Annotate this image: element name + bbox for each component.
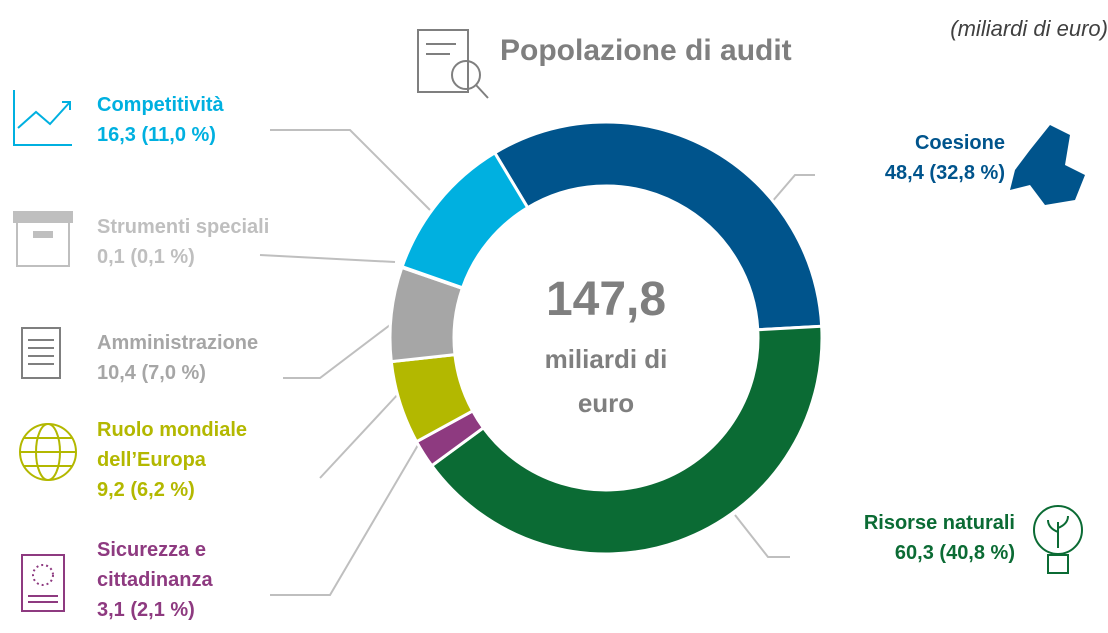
icon-passport	[21, 554, 65, 612]
leader-line	[283, 324, 391, 379]
category-name: Amministrazione	[97, 332, 259, 354]
leader-line	[319, 391, 401, 479]
value-label: 3,1 (2,1 %)	[97, 599, 195, 621]
category-name: Risorse naturali	[863, 512, 1015, 534]
icon-globe	[19, 423, 77, 481]
slice-label: Risorse naturali 60,3 (40,8 %)	[775, 508, 1015, 568]
value-label: 16,3 (11,0 %)	[97, 124, 216, 146]
unit-label: (miliardi di euro)	[950, 16, 1108, 41]
icon-audit	[417, 29, 489, 99]
leader-lines	[259, 129, 815, 596]
category-name: Ruolo mondiale dell’Europa	[97, 419, 247, 471]
value-label: 9,2 (6,2 %)	[97, 479, 195, 501]
icon-chart	[13, 90, 72, 146]
slice-label: Sicurezza e cittadinanza 3,1 (2,1 %)	[97, 535, 247, 625]
category-name: Strumenti speciali	[97, 216, 270, 238]
slice-label: Ruolo mondiale dell’Europa 9,2 (6,2 %)	[97, 415, 297, 505]
slice-label: Coesione 48,4 (32,8 %)	[785, 128, 1005, 188]
value-label: 60,3 (40,8 %)	[894, 542, 1015, 564]
leader-line	[734, 514, 790, 558]
icons	[13, 29, 1083, 612]
leader-line	[270, 129, 431, 211]
chart-title: Popolazione di audit	[500, 34, 792, 67]
value-label: 10,4 (7,0 %)	[97, 362, 206, 384]
leader-line	[270, 444, 419, 596]
donut-slice	[492, 120, 824, 332]
center-text: miliardi di euro	[544, 344, 668, 418]
center-value: 147,8	[545, 273, 667, 326]
slice-label: Competitività 16,3 (11,0 %)	[97, 90, 317, 150]
icon-bulb	[1033, 505, 1083, 574]
slice-label: Strumenti speciali 0,1 (0,1 %)	[97, 212, 337, 272]
donut-slice	[429, 324, 824, 556]
category-name: Competitività	[97, 94, 224, 116]
category-name: Coesione	[914, 132, 1005, 154]
value-label: 0,1 (0,1 %)	[97, 246, 195, 268]
icon-document	[21, 327, 61, 379]
leader-line	[259, 254, 396, 263]
value-label: 48,4 (32,8 %)	[884, 162, 1005, 184]
slice-label: Amministrazione 10,4 (7,0 %)	[97, 328, 317, 388]
category-name: Sicurezza e cittadinanza	[97, 539, 213, 591]
icon-europe	[1010, 125, 1085, 205]
leader-line	[764, 174, 815, 211]
icon-box	[13, 211, 73, 267]
donut-slice	[400, 150, 530, 290]
